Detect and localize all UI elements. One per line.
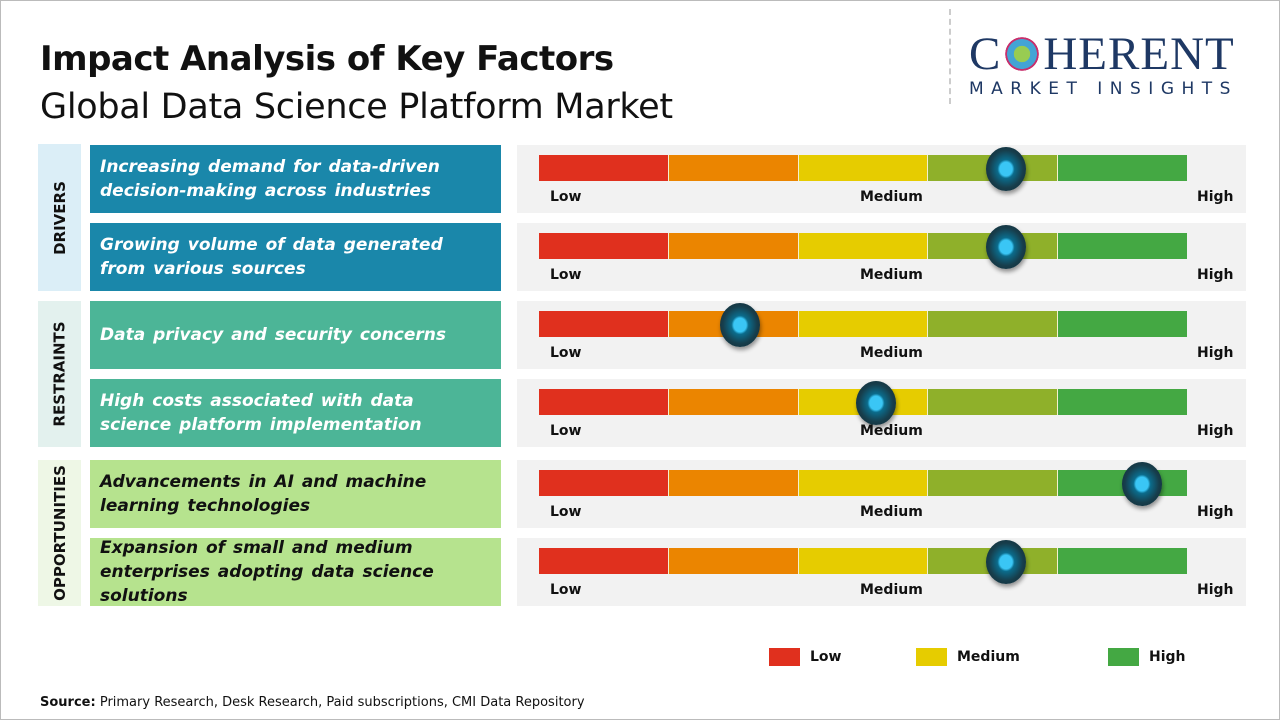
impact-gauge: Low Medium High: [517, 538, 1246, 606]
company-logo: C HERENT MARKET INSIGHTS: [969, 28, 1238, 100]
scale-label-medium: Medium: [860, 189, 923, 205]
gauge-bar: [539, 233, 1187, 259]
gauge-segment: [668, 155, 799, 181]
scale-label-medium: Medium: [860, 582, 923, 598]
gauge-segment: [1058, 155, 1187, 181]
gauge-segment: [668, 233, 799, 259]
source-note: Source: Primary Research, Desk Research,…: [40, 695, 585, 710]
scale-label-medium: Medium: [860, 345, 923, 361]
impact-gauge: Low Medium High: [517, 223, 1246, 291]
impact-gauge: Low Medium High: [517, 460, 1246, 528]
gauge-knob: [719, 303, 760, 347]
gauge-segment: [1058, 311, 1187, 337]
legend-item-low: Low: [769, 648, 841, 666]
gauge-segment: [798, 155, 929, 181]
source-text: Primary Research, Desk Research, Paid su…: [99, 695, 585, 710]
category-label-opportunities: OPPORTUNITIES: [38, 460, 81, 606]
gauge-segment: [798, 470, 929, 496]
factor-label: Growing volume of data generated from va…: [90, 223, 501, 291]
gauge-knob: [1121, 462, 1162, 506]
gauge-segment: [1058, 548, 1187, 574]
category-name: RESTRAINTS: [50, 321, 69, 427]
category-label-drivers: DRIVERS: [38, 144, 81, 291]
gauge-segment: [539, 155, 669, 181]
gauge-segment: [668, 389, 799, 415]
gauge-knob: [855, 381, 896, 425]
gauge-segment: [539, 548, 669, 574]
legend-label: Low: [810, 649, 842, 665]
gauge-segment: [798, 548, 929, 574]
scale-label-medium: Medium: [860, 504, 923, 520]
gauge-segment: [1058, 233, 1187, 259]
chart-subtitle: Global Data Science Platform Market: [40, 87, 673, 127]
legend-label: Medium: [957, 649, 1020, 665]
gauge-bar: [539, 548, 1187, 574]
scale-label-high: High: [1197, 423, 1234, 439]
gauge-bar: [539, 311, 1187, 337]
impact-gauge: Low Medium High: [517, 379, 1246, 447]
scale-label-medium: Medium: [860, 267, 923, 283]
legend-item-high: High: [1108, 648, 1186, 666]
factor-label: High costs associated with data science …: [90, 379, 501, 447]
gauge-segment: [1058, 389, 1187, 415]
gauge-segment: [539, 233, 669, 259]
category-name: DRIVERS: [50, 180, 69, 255]
factor-label: Expansion of small and medium enterprise…: [90, 538, 501, 606]
scale-label-high: High: [1197, 267, 1234, 283]
gauge-knob: [985, 540, 1026, 584]
divider: [949, 9, 951, 104]
globe-icon: [1003, 35, 1042, 73]
scale-label-low: Low: [550, 267, 582, 283]
gauge-segment: [668, 470, 799, 496]
scale-label-low: Low: [550, 582, 582, 598]
legend-swatch: [769, 648, 800, 666]
gauge-segment: [928, 389, 1059, 415]
gauge-segment: [539, 311, 669, 337]
source-label: Source:: [40, 695, 96, 710]
gauge-segment: [928, 311, 1059, 337]
scale-label-high: High: [1197, 189, 1234, 205]
scale-label-low: Low: [550, 423, 582, 439]
legend-swatch: [916, 648, 947, 666]
gauge-bar: [539, 155, 1187, 181]
scale-label-medium: Medium: [860, 423, 923, 439]
gauge-knob: [985, 225, 1026, 269]
category-name: OPPORTUNITIES: [50, 465, 69, 601]
legend-label: High: [1149, 649, 1186, 665]
factor-label: Advancements in AI and machine learning …: [90, 460, 501, 528]
scale-label-low: Low: [550, 189, 582, 205]
chart-title: Impact Analysis of Key Factors: [40, 39, 614, 79]
gauge-segment: [798, 233, 929, 259]
factor-label: Increasing demand for data-driven decisi…: [90, 145, 501, 213]
scale-label-low: Low: [550, 504, 582, 520]
scale-label-high: High: [1197, 504, 1234, 520]
scale-label-high: High: [1197, 582, 1234, 598]
gauge-segment: [539, 470, 669, 496]
scale-label-low: Low: [550, 345, 582, 361]
gauge-segment: [668, 548, 799, 574]
legend-swatch: [1108, 648, 1139, 666]
scale-label-high: High: [1197, 345, 1234, 361]
legend-item-medium: Medium: [916, 648, 1020, 666]
gauge-knob: [985, 147, 1026, 191]
impact-gauge: Low Medium High: [517, 301, 1246, 369]
gauge-segment: [539, 389, 669, 415]
category-label-restraints: RESTRAINTS: [38, 301, 81, 447]
gauge-segment: [928, 470, 1059, 496]
impact-gauge: Low Medium High: [517, 145, 1246, 213]
gauge-segment: [798, 311, 929, 337]
gauge-bar: [539, 470, 1187, 496]
factor-label: Data privacy and security concerns: [90, 301, 501, 369]
